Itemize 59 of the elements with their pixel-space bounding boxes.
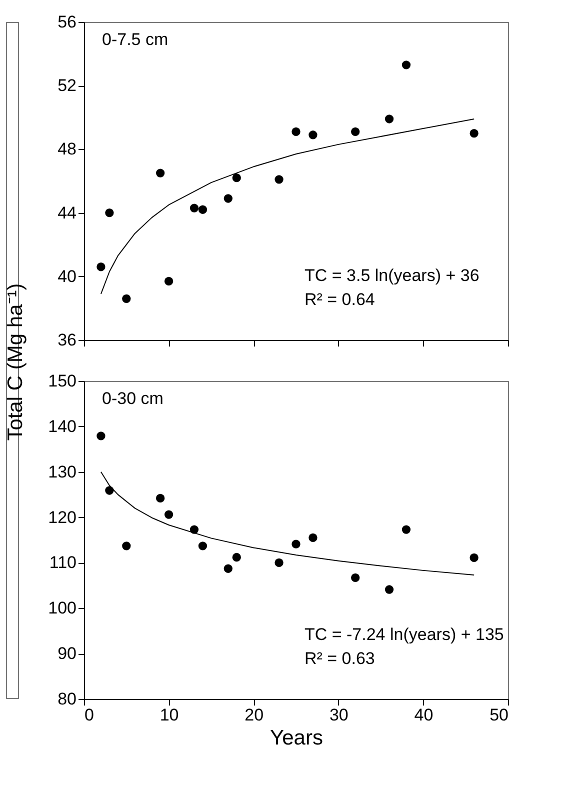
annotation: R² = 0.63: [304, 649, 375, 668]
x-tick-label: 0: [84, 706, 94, 724]
point: [224, 194, 232, 203]
point: [402, 60, 411, 70]
point: [96, 432, 106, 440]
point: [402, 525, 411, 534]
y-tick-label: 130: [48, 462, 76, 482]
point: [470, 128, 478, 138]
point: [470, 553, 478, 562]
point: [190, 204, 199, 212]
x-tick-label: 30: [329, 706, 348, 724]
point: [122, 542, 131, 550]
point: [224, 564, 232, 573]
x-tick-label: 10: [160, 706, 179, 724]
point: [292, 540, 300, 548]
line-series: [100, 471, 475, 576]
y-tick-label: 150: [48, 372, 76, 390]
y-tick-label: 44: [58, 203, 76, 222]
point: [122, 294, 131, 303]
point: [384, 114, 394, 124]
point: [198, 205, 208, 214]
point: [274, 175, 284, 184]
point: [308, 533, 318, 542]
y-tick-label: 90: [58, 644, 76, 664]
x-tick-label: 40: [414, 706, 434, 724]
point: [164, 276, 174, 286]
annotation: 0-7.5 cm: [102, 30, 168, 49]
point: [198, 542, 208, 550]
y-axis-title: Total C (Mg ha⁻¹): [4, 283, 27, 441]
y-tick-label: 100: [48, 598, 76, 618]
y-tick-label: 110: [49, 553, 76, 572]
y-tick-label: 56: [58, 12, 76, 32]
y-tick-label: 40: [58, 266, 76, 286]
annotation: TC = 3.5 ln(years) + 36: [304, 266, 480, 285]
point: [384, 585, 394, 594]
point: [156, 168, 165, 178]
y-tick-label: 36: [58, 330, 76, 350]
y-tick-label: 140: [48, 416, 76, 436]
point: [274, 558, 284, 568]
point: [164, 510, 174, 519]
x-axis-title: Years: [270, 726, 323, 750]
y-tick-label: 120: [48, 508, 76, 527]
annotation: R² = 0.64: [304, 290, 375, 309]
point: [308, 130, 318, 140]
y-tick-label: 48: [58, 140, 76, 159]
point: [292, 127, 300, 136]
y-tick-label: 80: [58, 690, 76, 708]
point: [232, 552, 241, 562]
y-tick-label: 52: [58, 76, 76, 96]
point: [232, 174, 241, 182]
point: [156, 494, 165, 503]
point: [105, 208, 114, 218]
x-tick-label: 50: [490, 706, 508, 724]
x-tick-label: 20: [244, 706, 264, 724]
point: [96, 262, 106, 272]
annotation: 0-30 cm: [102, 389, 164, 408]
point: [351, 573, 360, 582]
point: [351, 127, 360, 136]
annotation: TC = -7.24 ln(years) + 135: [304, 625, 504, 644]
